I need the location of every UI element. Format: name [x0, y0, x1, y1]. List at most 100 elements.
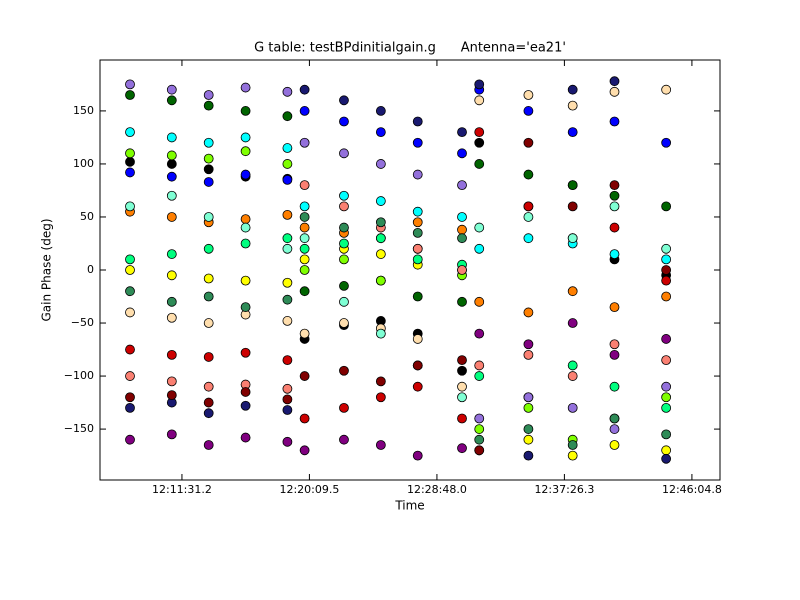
- data-point: [299, 201, 310, 212]
- data-point: [523, 169, 534, 180]
- data-point: [203, 153, 214, 164]
- data-point: [166, 296, 177, 307]
- data-point: [523, 90, 534, 100]
- data-point: [609, 339, 620, 350]
- data-point: [457, 413, 467, 424]
- data-point: [375, 328, 386, 339]
- data-point: [457, 296, 467, 307]
- data-point: [567, 84, 578, 95]
- data-point: [412, 243, 423, 254]
- data-point: [474, 222, 485, 233]
- data-point: [240, 275, 251, 286]
- data-point: [282, 316, 293, 326]
- data-point: [125, 392, 135, 403]
- data-point: [125, 434, 135, 445]
- data-point: [661, 334, 672, 344]
- data-point: [609, 190, 620, 201]
- data-point: [339, 222, 349, 233]
- data-point: [661, 381, 672, 392]
- data-point: [609, 302, 620, 313]
- data-point: [661, 291, 672, 302]
- data-point: [240, 222, 251, 233]
- data-point: [567, 318, 578, 328]
- data-point: [412, 217, 423, 228]
- data-point: [375, 159, 386, 169]
- data-point: [609, 222, 620, 233]
- data-point: [474, 434, 485, 445]
- data-point: [339, 116, 349, 127]
- data-point: [457, 443, 467, 454]
- data-point: [457, 180, 467, 191]
- data-point: [125, 286, 135, 297]
- data-point: [339, 148, 349, 159]
- data-point: [412, 334, 423, 344]
- data-point: [567, 180, 578, 191]
- data-point: [523, 106, 534, 116]
- data-point: [125, 156, 135, 167]
- data-point: [282, 209, 293, 220]
- data-point: [661, 84, 672, 95]
- data-point: [339, 434, 349, 445]
- data-point: [412, 206, 423, 217]
- data-point: [166, 84, 177, 95]
- data-point: [412, 381, 423, 392]
- data-point: [125, 402, 135, 413]
- data-point: [299, 254, 310, 265]
- data-point: [166, 312, 177, 323]
- data-point: [203, 381, 214, 392]
- data-point: [339, 281, 349, 291]
- data-point: [609, 76, 620, 87]
- data-point: [609, 349, 620, 360]
- data-point: [661, 254, 672, 265]
- y-axis-label: Gain Phase (deg): [40, 218, 54, 321]
- data-point: [240, 387, 251, 397]
- data-point: [299, 445, 310, 456]
- data-point: [567, 286, 578, 297]
- data-point: [299, 328, 310, 339]
- data-point: [523, 137, 534, 148]
- data-point: [474, 296, 485, 307]
- data-point: [166, 390, 177, 401]
- data-point: [166, 212, 177, 222]
- data-point: [457, 355, 467, 366]
- data-point: [282, 436, 293, 447]
- data-point: [375, 127, 386, 138]
- data-point: [474, 328, 485, 339]
- data-point: [240, 82, 251, 93]
- data-point: [609, 413, 620, 424]
- data-point: [125, 371, 135, 381]
- data-point: [412, 291, 423, 302]
- y-tick-label: −100: [64, 369, 94, 382]
- data-point: [661, 392, 672, 403]
- data-point: [609, 201, 620, 212]
- data-point: [166, 429, 177, 440]
- data-point: [609, 249, 620, 259]
- data-point: [457, 212, 467, 222]
- data-point: [299, 106, 310, 116]
- data-point: [375, 233, 386, 244]
- y-tick-label: 0: [87, 263, 94, 276]
- data-point: [523, 339, 534, 350]
- x-tick-label: 12:28:48.0: [407, 483, 467, 496]
- data-point: [125, 167, 135, 178]
- data-point: [523, 307, 534, 318]
- data-point: [457, 127, 467, 138]
- data-point: [523, 201, 534, 212]
- data-point: [567, 371, 578, 381]
- data-point: [203, 352, 214, 362]
- data-point: [661, 429, 672, 440]
- data-point: [299, 212, 310, 222]
- data-point: [567, 233, 578, 244]
- data-point: [474, 445, 485, 456]
- data-point: [125, 127, 135, 138]
- data-point: [282, 277, 293, 288]
- data-point: [609, 116, 620, 127]
- data-point: [661, 445, 672, 456]
- data-point: [282, 405, 293, 415]
- data-point: [166, 150, 177, 161]
- data-point: [523, 212, 534, 222]
- data-point: [240, 400, 251, 411]
- data-point: [125, 344, 135, 355]
- data-point: [661, 355, 672, 366]
